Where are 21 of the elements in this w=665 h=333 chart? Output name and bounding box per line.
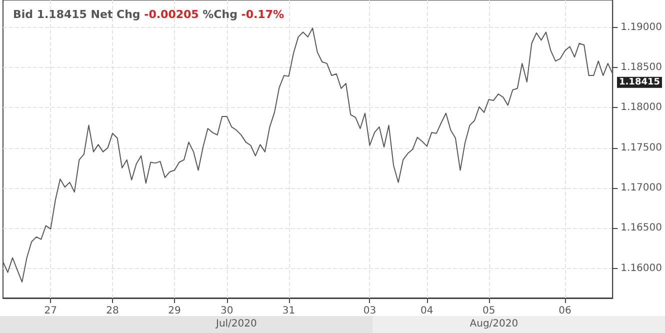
y-tick-label: 1.16000 xyxy=(620,262,662,274)
y-tick-label: 1.18000 xyxy=(620,102,662,114)
text: 1.18415 xyxy=(619,77,660,88)
y-tick-label: 1.17500 xyxy=(620,142,662,154)
x-tick-label: 30 xyxy=(220,306,234,316)
y-tick-label: 1.17000 xyxy=(620,182,662,194)
line-series xyxy=(2,28,614,282)
x-tick-label: 03 xyxy=(363,306,376,316)
x-tick-label: 06 xyxy=(558,306,572,316)
x-tick-label: 27 xyxy=(44,306,57,316)
x-tick-label: 05 xyxy=(482,306,496,316)
x-tick-label: 31 xyxy=(282,306,296,316)
y-tick-label: 1.18500 xyxy=(620,62,662,73)
x-tick-label: 29 xyxy=(168,306,181,316)
y-tick-label: 1.16500 xyxy=(620,222,662,234)
y-tick-label: 1.19000 xyxy=(620,22,662,33)
text: Bid 1.18415 Net Chg -0.00205 %Chg -0.17% xyxy=(13,8,284,21)
text: Jul/2020 xyxy=(214,318,257,330)
x-tick-label: 28 xyxy=(106,306,119,316)
x-tick-label: 04 xyxy=(420,306,434,316)
text: Aug/2020 xyxy=(470,318,518,330)
